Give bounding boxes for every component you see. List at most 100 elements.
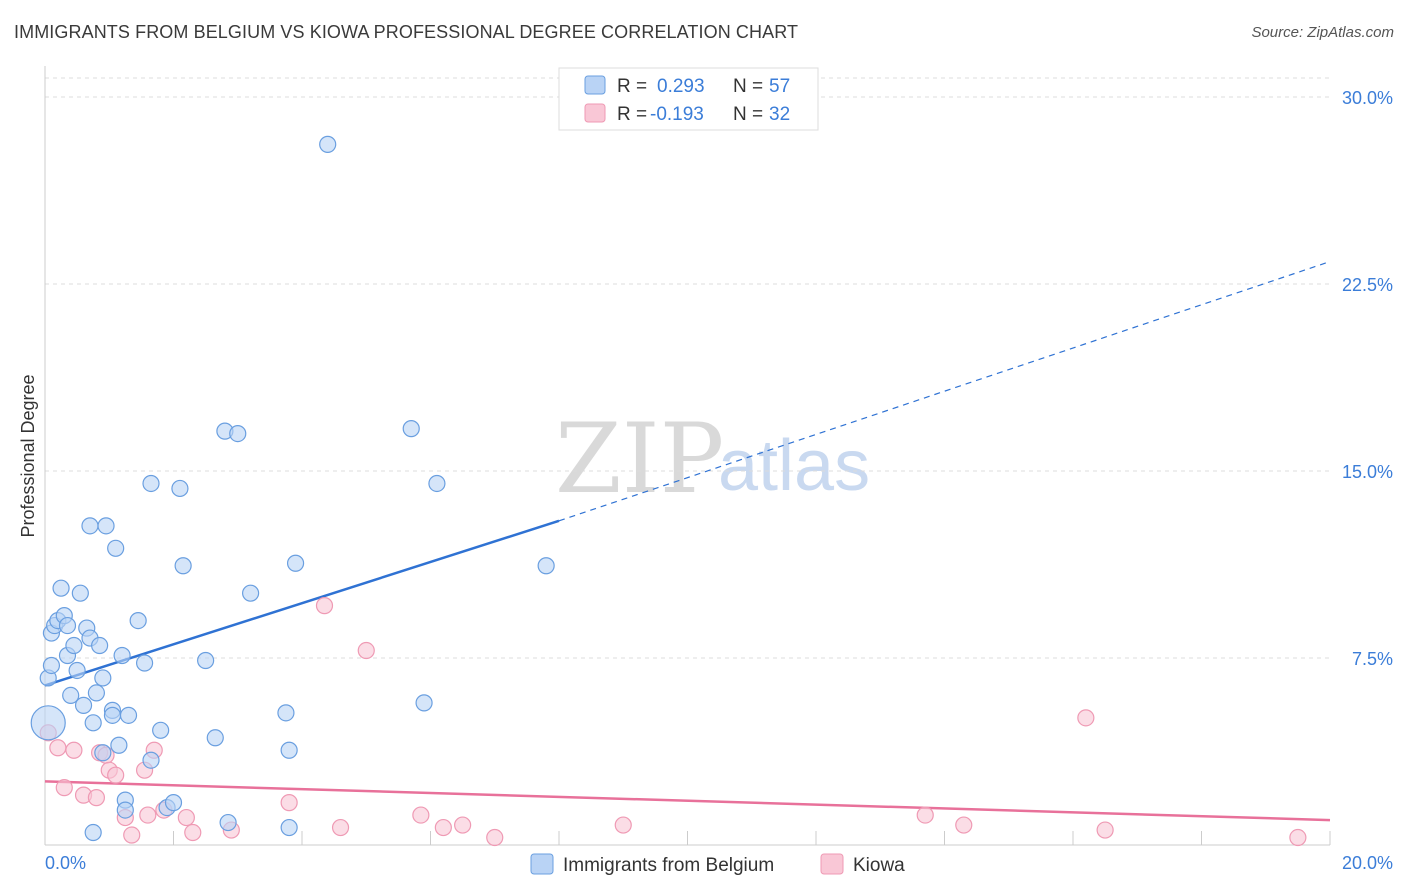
belgium-point xyxy=(129,611,147,630)
y-tick-labels: 7.5% 15.0% 22.5% 30.0% xyxy=(1342,88,1393,669)
watermark-zip: ZIP xyxy=(555,403,724,515)
belgium-point xyxy=(280,818,298,837)
y-tick-label: 7.5% xyxy=(1352,649,1393,669)
belgium-point xyxy=(68,661,86,680)
kiowa-point xyxy=(486,828,504,847)
legend-n-value-belgium: 57 xyxy=(769,76,790,97)
kiowa-point xyxy=(331,818,350,837)
belgium-point xyxy=(52,579,70,597)
belgium-point xyxy=(116,801,134,819)
belgium-point xyxy=(415,694,433,712)
bottom-legend-label-kiowa: Kiowa xyxy=(853,855,905,876)
legend-r-label-kiowa: R = xyxy=(617,104,647,125)
belgium-point xyxy=(164,794,183,812)
bottom-legend-label-belgium: Immigrants from Belgium xyxy=(563,855,774,876)
x-tick-label: 0.0% xyxy=(45,853,86,873)
belgium-point xyxy=(152,721,170,739)
belgium-point xyxy=(87,684,106,702)
kiowa-point xyxy=(280,794,298,812)
belgium-point xyxy=(537,557,555,575)
bottom-legend-swatch-kiowa xyxy=(820,853,844,875)
source-credit: Source: ZipAtlas.com xyxy=(1251,24,1394,41)
kiowa-point xyxy=(315,597,334,615)
kiowa-points xyxy=(39,597,1307,847)
y-tick-label: 30.0% xyxy=(1342,88,1393,108)
kiowa-trend-line xyxy=(44,780,1331,822)
y-tick-label: 15.0% xyxy=(1342,462,1393,482)
chart-title: IMMIGRANTS FROM BELGIUM VS KIOWA PROFESS… xyxy=(14,22,799,42)
belgium-point xyxy=(62,686,80,705)
belgium-point xyxy=(113,646,131,665)
belgium-point xyxy=(65,636,83,655)
belgium-point xyxy=(97,517,115,535)
belgium-point xyxy=(94,669,112,687)
x-tick-label: 20.0% xyxy=(1342,853,1393,873)
legend-n-label-belgium: N = xyxy=(733,76,763,97)
correlation-legend: R = 0.293 N = 57 R = -0.193 N = 32 xyxy=(558,67,819,131)
belgium-point xyxy=(119,706,138,724)
kiowa-point xyxy=(412,806,430,824)
kiowa-point xyxy=(184,823,202,842)
belgium-point xyxy=(142,751,160,769)
belgium-point xyxy=(84,823,102,842)
belgium-point xyxy=(107,539,125,557)
belgium-point xyxy=(135,654,154,672)
bottom-legend-swatch-belgium xyxy=(530,853,554,875)
grid-lines xyxy=(45,77,1330,659)
kiowa-point xyxy=(177,808,195,827)
trend-lines xyxy=(44,260,1331,822)
kiowa-point xyxy=(955,816,973,834)
watermark-atlas: atlas xyxy=(718,426,870,506)
belgium-point xyxy=(286,554,305,572)
legend-swatch-kiowa xyxy=(584,103,606,123)
belgium-point xyxy=(171,479,189,498)
belgium-point xyxy=(402,420,420,438)
belgium-point xyxy=(42,656,61,675)
belgium-point xyxy=(142,474,160,493)
belgium-point xyxy=(30,705,66,741)
legend-n-label-kiowa: N = xyxy=(733,104,763,125)
belgium-point xyxy=(229,425,247,443)
kiowa-point xyxy=(1077,709,1095,727)
kiowa-point xyxy=(87,789,106,807)
legend-swatch-belgium xyxy=(584,75,606,95)
kiowa-point xyxy=(916,806,934,824)
kiowa-point xyxy=(65,741,83,759)
belgium-trend-extension xyxy=(558,260,1331,522)
x-tick-marks xyxy=(44,831,1331,845)
legend-r-value-kiowa: -0.193 xyxy=(650,104,704,125)
y-axis-label: Professional Degree xyxy=(18,374,38,537)
kiowa-point xyxy=(614,816,632,834)
y-tick-label: 22.5% xyxy=(1342,275,1393,295)
kiowa-point xyxy=(1289,828,1307,847)
x-tick-labels: 0.0% 20.0% xyxy=(45,853,1393,873)
belgium-point xyxy=(71,584,89,602)
legend-n-value-kiowa: 32 xyxy=(769,104,790,125)
belgium-point xyxy=(174,557,192,575)
series-legend: Immigrants from Belgium Kiowa xyxy=(530,853,905,876)
belgium-point xyxy=(74,696,93,714)
belgium-point xyxy=(319,135,337,153)
kiowa-point xyxy=(139,806,157,824)
belgium-point xyxy=(242,584,260,602)
belgium-point xyxy=(277,704,295,722)
kiowa-point xyxy=(1096,821,1114,839)
kiowa-point xyxy=(49,739,67,757)
belgium-trend-line xyxy=(44,519,560,687)
belgium-point xyxy=(206,729,224,747)
belgium-point xyxy=(81,517,99,535)
belgium-point xyxy=(280,741,298,759)
legend-r-label-belgium: R = xyxy=(617,76,647,97)
belgium-point xyxy=(58,616,77,635)
watermark: ZIP atlas xyxy=(555,403,870,515)
belgium-point xyxy=(84,714,102,732)
belgium-point xyxy=(197,651,215,670)
kiowa-point xyxy=(357,641,375,660)
legend-r-value-belgium: 0.293 xyxy=(657,76,705,97)
kiowa-point xyxy=(454,816,472,834)
kiowa-point xyxy=(434,818,452,837)
belgium-point xyxy=(110,736,128,754)
belgium-point xyxy=(94,744,112,762)
belgium-point xyxy=(103,706,122,724)
